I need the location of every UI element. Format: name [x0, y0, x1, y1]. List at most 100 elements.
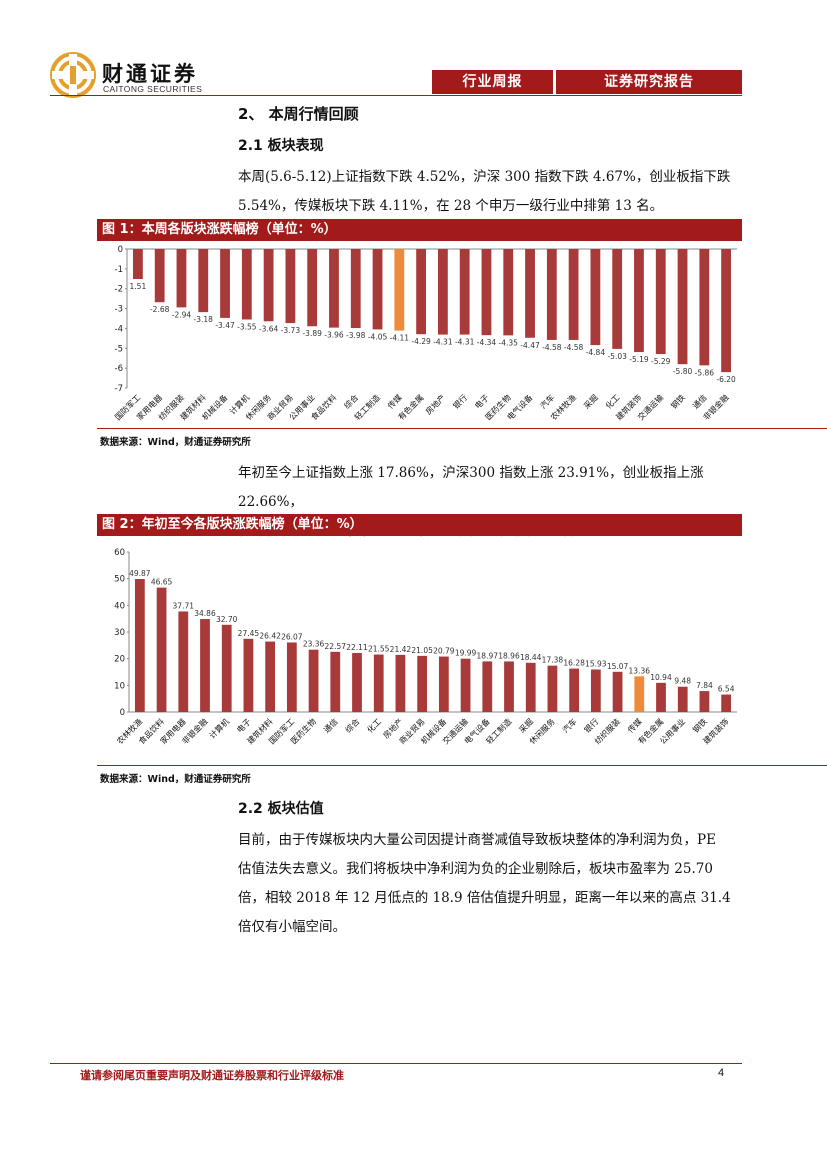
bar-公用事业: [677, 686, 688, 712]
bar-家用电器: [154, 249, 165, 303]
bar-有色金属: [656, 682, 666, 712]
category-label: 化工: [365, 716, 383, 734]
paragraph-line: 估值法失去意义。我们将板块中净利润为负的企业剔除后，板块市盈率为 25.70: [238, 861, 713, 877]
data-label: -5.19: [629, 355, 649, 364]
data-label: 49.87: [129, 569, 151, 578]
bar-纺织服装: [612, 671, 623, 712]
figure2-source: 数据来源：Wind，财通证券研究所: [100, 774, 251, 785]
bar-交通运输: [460, 658, 471, 712]
data-label: -3.55: [237, 322, 257, 331]
bar-纺织服装: [176, 249, 187, 308]
bar-计算机: [221, 624, 232, 712]
y-tick-label: 30: [114, 628, 125, 638]
y-tick-label: 10: [114, 681, 125, 691]
bar-采掘: [525, 662, 536, 712]
data-label: -4.31: [433, 338, 453, 347]
category-label: 通信: [690, 392, 708, 410]
data-label: -6.20: [716, 375, 736, 384]
subsection-title-performance: 2.1 板块表现: [238, 138, 324, 154]
bar-汽车: [569, 668, 580, 712]
bar-轻工制造: [504, 661, 514, 712]
company-logo: 财通证券 CAITONG SECURITIES: [50, 52, 230, 98]
data-label: -5.29: [651, 357, 671, 366]
footer-disclaimer: 谨请参阅尾页重要声明及财通证券股票和行业评级标准: [80, 1069, 344, 1082]
figure1-source: 数据来源：Wind，财通证券研究所: [100, 437, 251, 448]
data-label: 21.42: [390, 645, 412, 654]
category-label: 通信: [321, 716, 339, 734]
bar-电气设备: [525, 249, 535, 338]
bar-商业贸易: [285, 249, 296, 324]
page-number: 4: [718, 1067, 725, 1079]
data-label: -4.58: [564, 343, 584, 352]
category-label: 采掘: [517, 716, 535, 734]
data-label: -3.18: [194, 315, 214, 324]
paragraph-line: 5.54%，传媒板块下跌 4.11%，在 28 个申万一级行业中排第 13 名。: [238, 198, 664, 214]
data-label: 13.36: [629, 666, 651, 675]
data-label: 46.65: [151, 578, 173, 587]
data-label: 15.93: [585, 660, 607, 669]
y-tick-label: -1: [115, 265, 123, 275]
bar-汽车: [546, 249, 557, 340]
data-label: 10.94: [650, 673, 672, 682]
category-label: 银行: [451, 392, 469, 410]
bar-食品饮料: [156, 587, 167, 712]
bar-食品饮料: [329, 249, 339, 328]
category-label: 钢铁: [669, 392, 687, 410]
bar-建筑材料: [265, 641, 276, 712]
data-label: -3.96: [324, 331, 344, 340]
data-label: -2.68: [150, 305, 170, 314]
paragraph-line: 倍仅有小幅空间。: [238, 919, 346, 935]
data-label: 16.28: [563, 659, 585, 668]
data-label: 18.97: [477, 651, 499, 660]
data-label: 9.48: [674, 677, 691, 686]
data-label: -4.05: [368, 332, 388, 341]
data-label: -3.98: [346, 331, 366, 340]
data-label: -4.29: [411, 337, 431, 346]
bar-国防军工: [286, 642, 297, 712]
data-label: 1.51: [130, 282, 147, 291]
data-label: 27.45: [238, 629, 260, 638]
category-label: 综合: [343, 716, 361, 734]
category-label: 电子: [472, 392, 490, 410]
category-label: 计算机: [207, 716, 231, 740]
y-tick-label: 60: [114, 548, 125, 558]
category-label: 银行: [582, 716, 600, 734]
bar-通信: [330, 651, 341, 712]
data-label: 7.84: [696, 681, 713, 690]
bar-综合: [350, 249, 361, 329]
bar-银行: [590, 669, 601, 712]
data-label: -5.80: [673, 367, 693, 376]
data-label: 19.99: [455, 649, 477, 658]
bar-电子: [243, 638, 254, 712]
category-label: 钢铁: [690, 716, 708, 734]
data-label: 23.36: [303, 640, 325, 649]
bar-休闲服务: [263, 249, 274, 322]
bar-非银金融: [721, 249, 732, 373]
bar-房地产: [395, 654, 406, 712]
bar-非银金融: [200, 619, 210, 712]
caitong-logo-icon: [50, 52, 96, 98]
bar-房地产: [437, 249, 448, 335]
bar-电气设备: [482, 661, 493, 712]
figure1-chart: 0 -1 -2 -3 -4 -5 -6 -7 1.51 国防军工 -2.68 家用电器 -2.94 纺织服…: [97, 241, 742, 426]
figure2-divider: [97, 765, 827, 766]
figure1-title: 图 1：本周各版块涨跌幅榜（单位：%）: [97, 219, 742, 241]
category-label: 房地产: [423, 392, 447, 416]
bar-交通运输: [655, 249, 666, 355]
bar-综合: [352, 653, 362, 712]
category-label: 汽车: [538, 392, 556, 410]
figure2-chart: 0 10 20 30 40 50 60 49.87 农林牧渔 46.65 食品饮料 37.71 家用电器…: [97, 536, 742, 764]
bar-钢铁: [677, 249, 688, 365]
bar-农林牧渔: [134, 579, 145, 712]
paragraph-line: 目前，由于传媒板块内大量公司因提计商誉减值导致板块整体的净利润为负，PE: [238, 832, 716, 848]
logo-english-name: CAITONG SECURITIES: [103, 84, 203, 94]
y-tick-label: -4: [115, 324, 123, 334]
y-tick-label: -2: [115, 285, 123, 295]
data-label: 18.96: [498, 651, 520, 660]
data-label: -4.47: [520, 341, 540, 350]
paragraph-valuation: 目前，由于传媒板块内大量公司因提计商誉减值导致板块整体的净利润为负，PE 估值法…: [238, 826, 748, 942]
category-label: 传媒: [625, 716, 643, 734]
footer-divider: [50, 1063, 742, 1064]
data-label: -4.11: [390, 334, 410, 343]
data-label: 21.55: [368, 645, 390, 654]
